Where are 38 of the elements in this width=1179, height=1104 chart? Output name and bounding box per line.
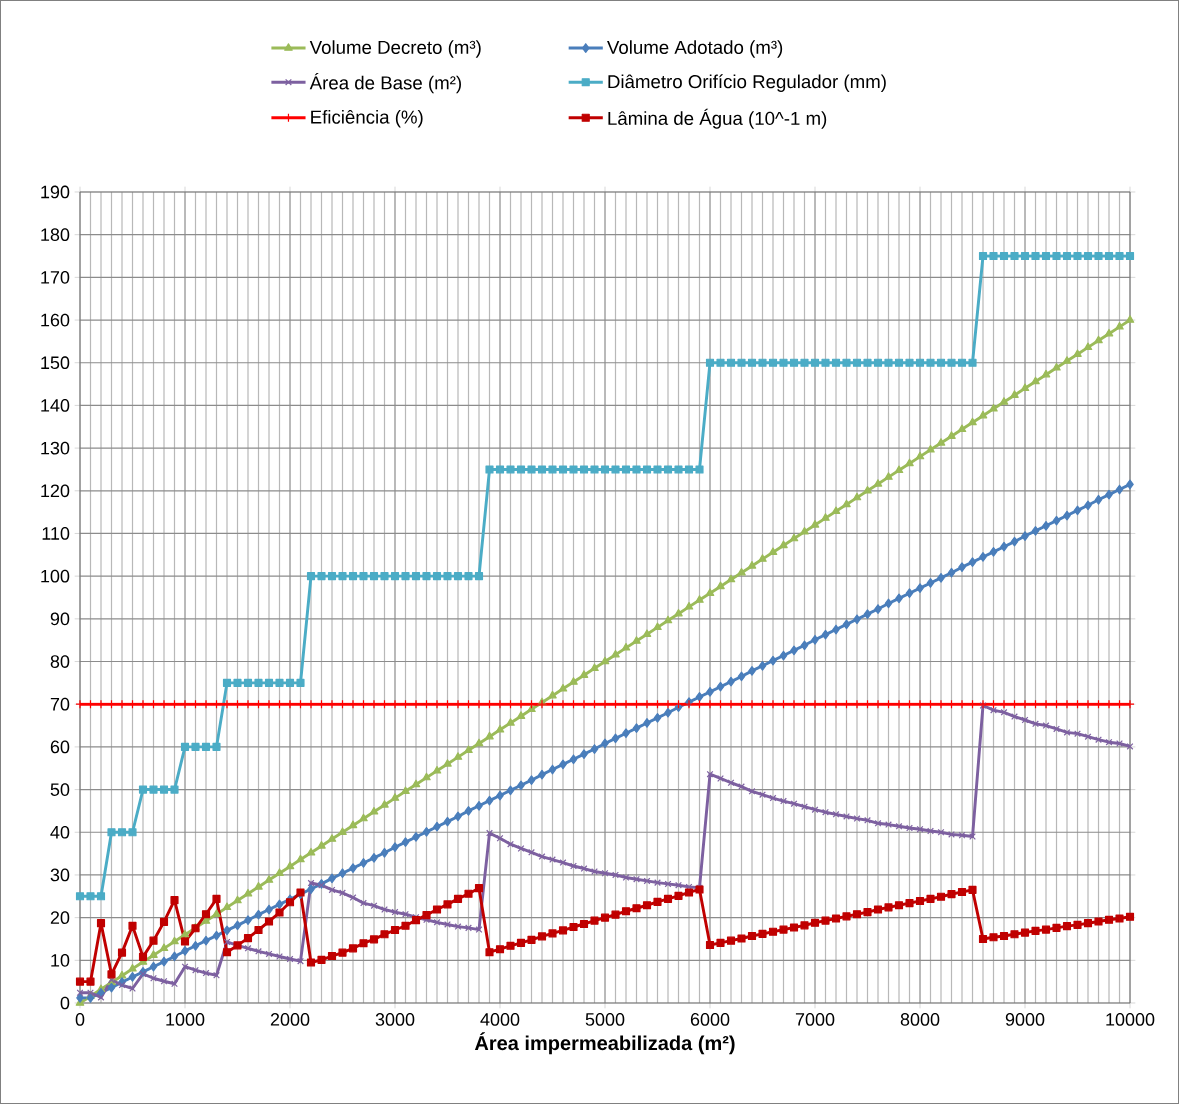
x-tick-label: 9000: [1005, 1013, 1045, 1026]
y-tick-label: 190: [41, 185, 70, 199]
legend-label: Eficiência (%): [311, 109, 423, 128]
x-tick-label: 6000: [690, 1013, 730, 1026]
x-tick-label: 4000: [480, 1013, 520, 1026]
legend-label: Diâmetro Orifício Regulador (mm): [608, 74, 886, 92]
x-tick-label: 7000: [795, 1013, 835, 1026]
y-tick-label: 20: [50, 911, 70, 924]
y-tick-label: 100: [41, 569, 70, 583]
x-tick-label: 3000: [375, 1013, 415, 1026]
y-tick-label: 30: [50, 868, 70, 882]
y-tick-label: 160: [41, 313, 70, 327]
x-axis-title: Área impermeabilizada (m²): [474, 1032, 735, 1055]
x-tick-label: 10000: [1106, 1013, 1155, 1026]
y-tick-label: 50: [50, 783, 70, 796]
x-tick-label: 8000: [900, 1013, 940, 1026]
y-tick-label: 10: [51, 953, 70, 967]
legend-label: Volume Decreto (m³): [309, 40, 481, 58]
y-tick-label: 170: [41, 270, 70, 284]
legend-label: Lâmina de Água (10^-1 m): [608, 108, 827, 129]
y-tick-label: 150: [41, 356, 70, 370]
legend-label: Volume Adotado (m³): [607, 40, 783, 58]
y-tick-label: 40: [50, 825, 70, 839]
y-tick-label: 130: [41, 441, 70, 455]
y-tick-label: 60: [50, 740, 70, 754]
y-tick-label: 0: [60, 996, 70, 1010]
x-tick-label: 1000: [166, 1013, 205, 1026]
y-tick-label: 180: [41, 228, 70, 242]
y-tick-label: 70: [50, 697, 70, 711]
x-tick-label: 0: [75, 1013, 85, 1026]
legend-label: Área de Base (m²): [309, 73, 461, 94]
y-tick-label: 110: [42, 527, 70, 540]
y-tick-label: 140: [41, 399, 70, 412]
y-tick-label: 120: [41, 484, 70, 498]
x-tick-label: 5000: [585, 1013, 625, 1026]
y-tick-label: 80: [50, 655, 70, 668]
x-tick-label: 2000: [270, 1013, 310, 1026]
y-tick-label: 90: [50, 612, 70, 626]
